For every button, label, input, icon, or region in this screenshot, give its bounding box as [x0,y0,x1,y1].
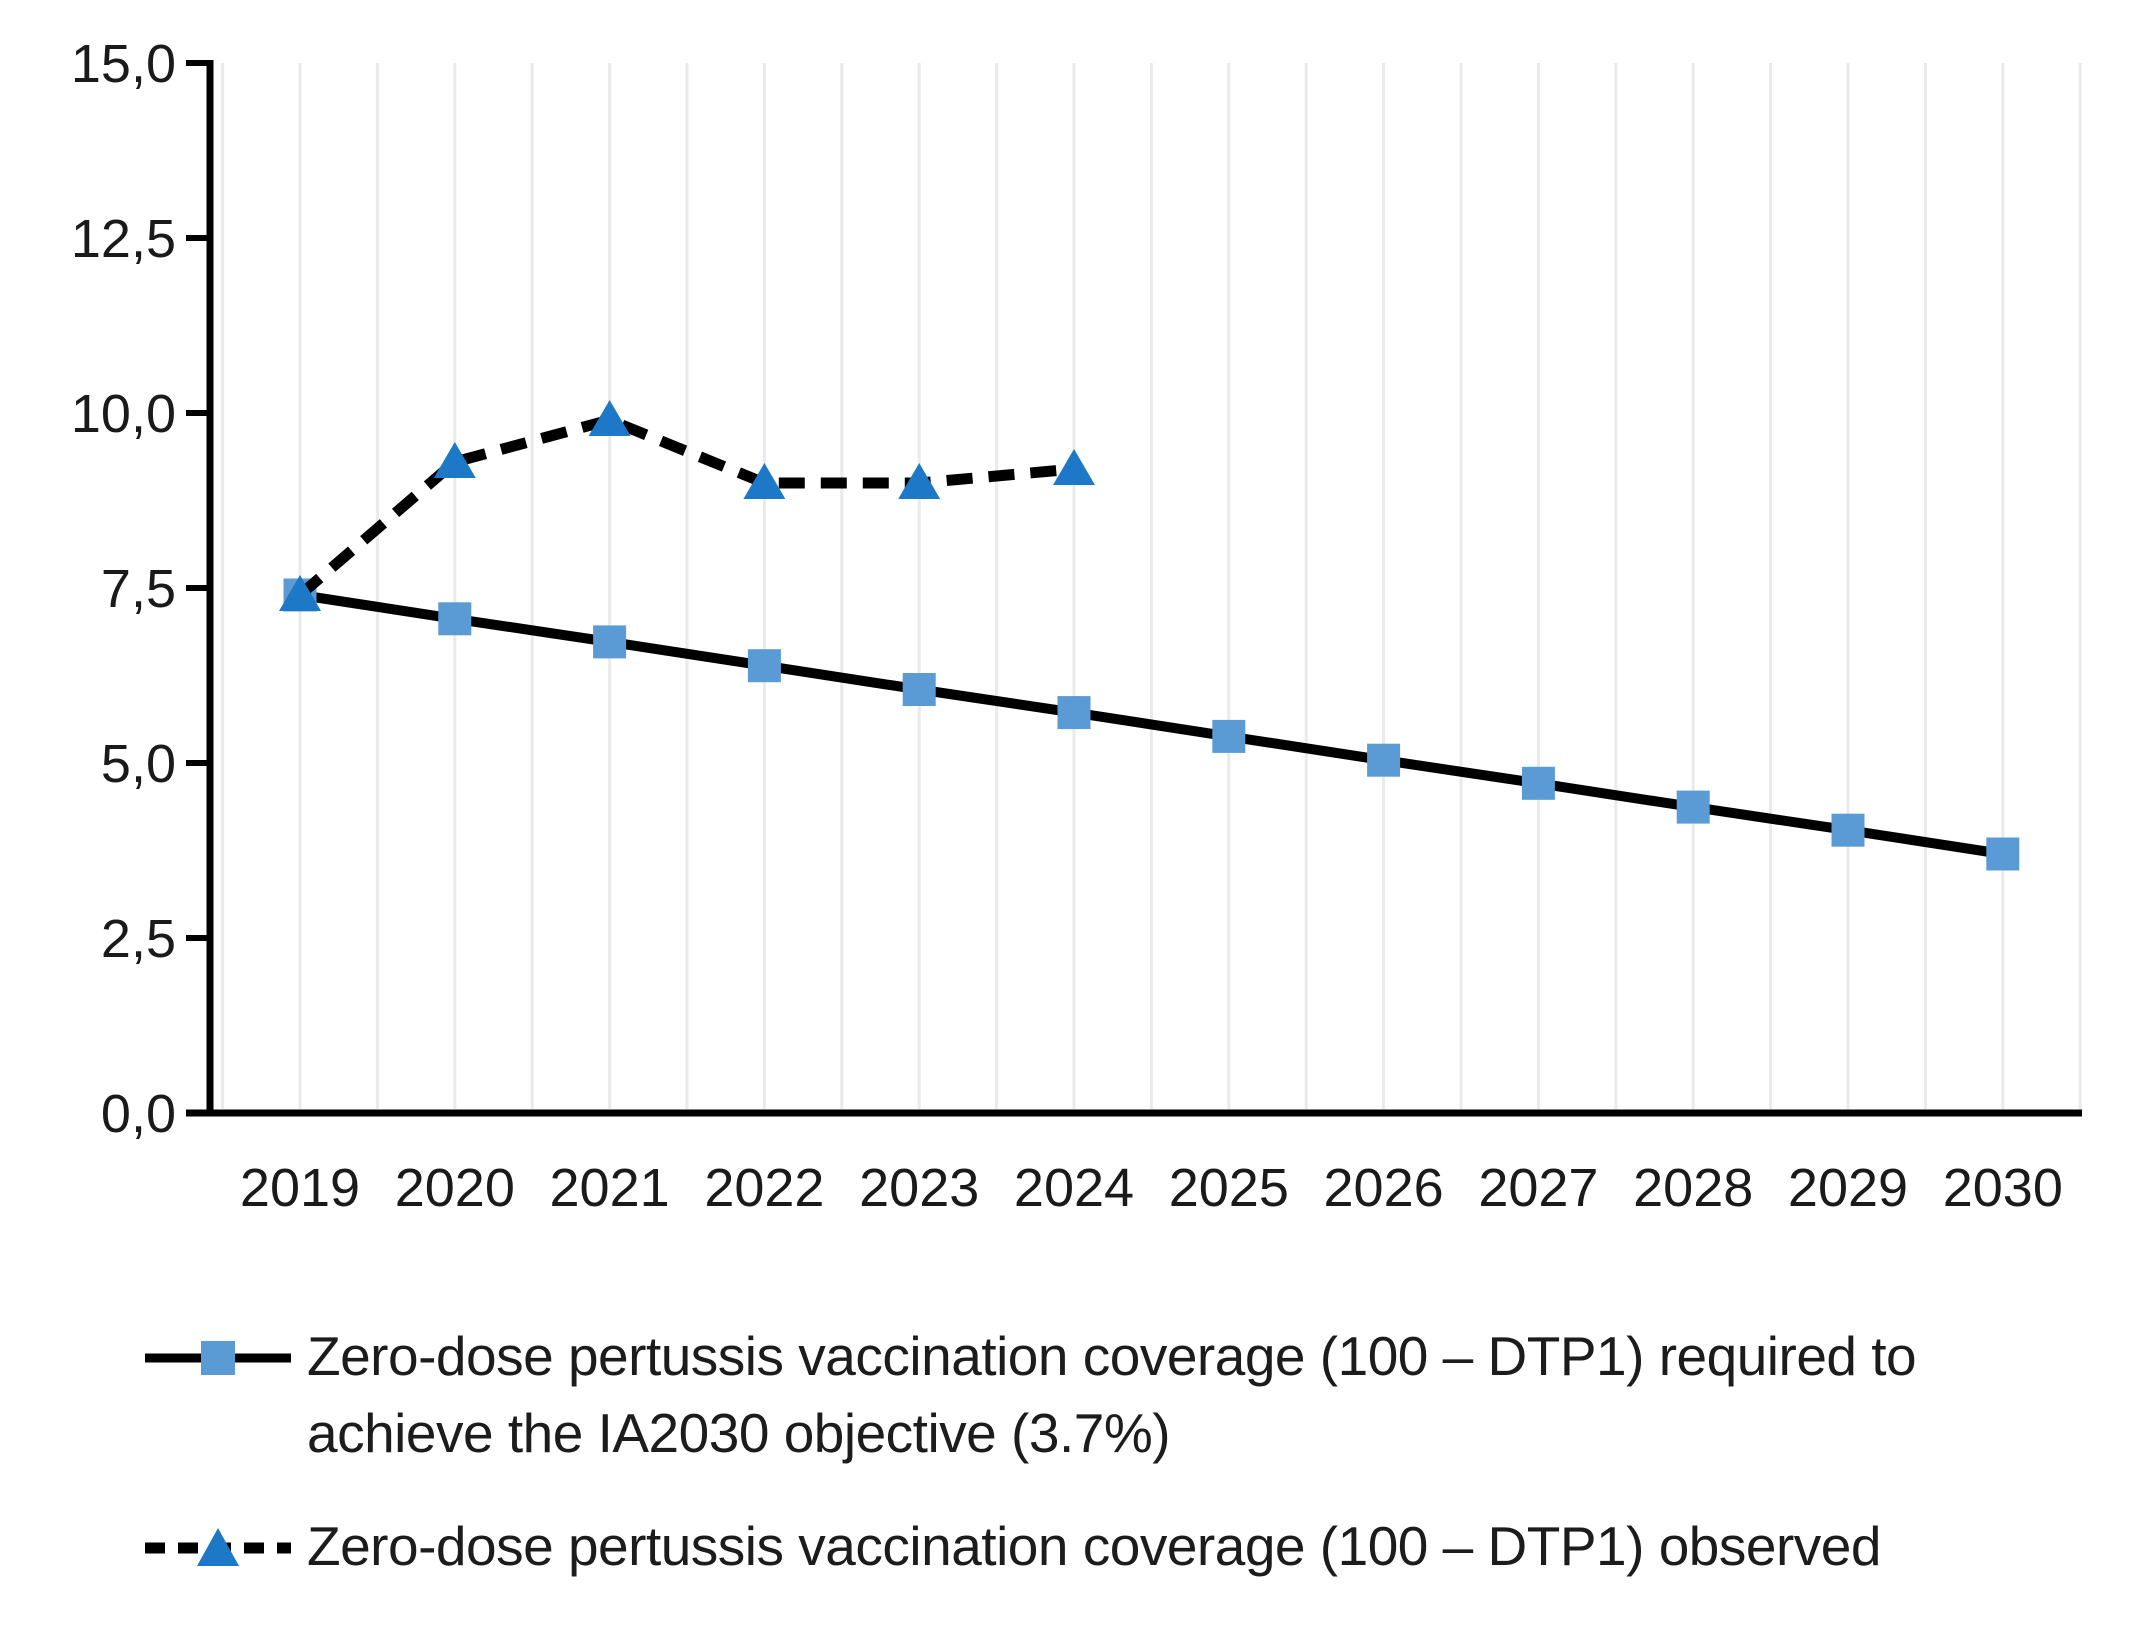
series-required-marker [593,625,627,659]
gridlines [221,63,2082,1109]
x-tick-label: 2023 [859,1158,979,1218]
series-required-marker [1212,719,1246,753]
x-tick-label: 2028 [1633,1158,1753,1218]
y-tick-label: 5,0 [101,734,176,794]
legend-label-observed: Zero-dose pertussis vaccination coverage… [307,1515,1881,1577]
y-tick-label: 12,5 [71,209,176,269]
series-required-marker [902,673,936,706]
legend: Zero-dose pertussis vaccination coverage… [143,1318,2067,1585]
series-required-marker [1676,790,1710,824]
series-required-line [299,590,2004,859]
dashed-line-triangle-marker-icon [145,1528,291,1566]
x-tick-label: 2022 [704,1158,824,1218]
x-tick-label: 2021 [550,1158,670,1218]
series-observed-marker [433,442,476,478]
series-required-marker [1831,813,1865,847]
line-chart-canvas: 0,0 2,5 5,0 7,5 10,0 12,5 15,0 2019 2020 2021 2022… [71,34,2082,1218]
series-observed-marker [898,463,941,499]
series-observed-marker [1053,449,1095,485]
y-tick-label: 2,5 [101,909,176,969]
solid-line-square-marker-icon [145,1341,291,1375]
series-observed-marker [279,575,321,611]
legend-item-required: Zero-dose pertussis vaccination coverage… [143,1318,2067,1472]
series-required-marker [747,649,781,683]
series-required-marker [1986,837,2020,871]
x-tick-label: 2027 [1478,1158,1598,1218]
y-tick-label: 10,0 [71,384,176,444]
y-tick-label: 7,5 [101,559,176,619]
series-observed-marker [588,400,631,436]
y-tick-label: 0,0 [101,1084,176,1144]
series-required-marker [1057,696,1091,730]
series-required-marker [1367,743,1401,777]
legend-triangle-marker [197,1528,239,1566]
series-required-marker [438,602,472,636]
legend-square-marker [201,1341,235,1375]
legend-label-required: Zero-dose pertussis vaccination coverage… [307,1325,1917,1464]
x-tick-label: 2020 [395,1158,515,1218]
x-tick-label: 2024 [1014,1158,1134,1218]
x-tick-label: 2029 [1788,1158,1908,1218]
x-tick-label: 2025 [1169,1158,1289,1218]
legend-item-observed: Zero-dose pertussis vaccination coverage… [143,1508,2067,1585]
series-observed-line [296,414,1075,600]
x-tick-label: 2019 [240,1158,360,1218]
x-tick-label: 2026 [1324,1158,1444,1218]
x-tick-label: 2030 [1943,1158,2063,1218]
y-tick-label: 15,0 [71,34,176,94]
series-required-marker [1521,766,1555,800]
series-observed-marker [743,463,786,499]
